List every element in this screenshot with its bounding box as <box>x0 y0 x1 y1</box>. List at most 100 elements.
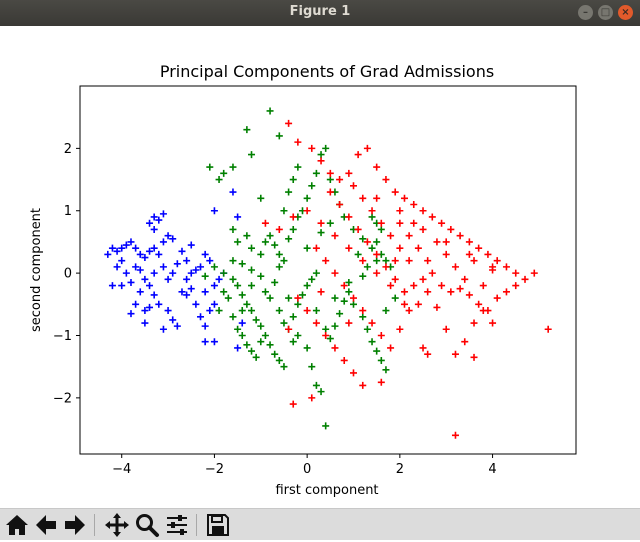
data-point <box>159 325 167 333</box>
data-point <box>183 275 191 283</box>
data-point <box>113 263 121 271</box>
close-button[interactable]: × <box>618 5 633 20</box>
data-point <box>308 363 316 371</box>
back-button[interactable] <box>33 512 59 538</box>
minimize-icon: – <box>583 7 588 18</box>
data-point <box>271 278 279 286</box>
data-point <box>317 388 325 396</box>
data-point <box>201 250 209 258</box>
save-button[interactable] <box>205 512 231 538</box>
axis-ticks: −4 −2 0 2 4 −2 −1 0 1 2 <box>53 142 497 477</box>
data-point <box>248 307 256 315</box>
data-point <box>373 238 381 246</box>
data-point <box>113 247 121 255</box>
data-point <box>373 347 381 355</box>
data-point <box>108 244 116 252</box>
data-point <box>400 194 408 202</box>
data-point <box>169 269 177 277</box>
data-point <box>136 266 144 274</box>
data-point <box>261 238 269 246</box>
figure-canvas[interactable]: Principal Components of Grad Admissions … <box>0 26 640 508</box>
data-point <box>169 316 177 324</box>
data-point <box>317 151 325 159</box>
zoom-icon <box>136 514 159 537</box>
x-tick-label: −2 <box>205 462 224 477</box>
data-point <box>159 210 167 218</box>
data-point <box>475 300 483 308</box>
data-point <box>340 356 348 364</box>
data-point <box>289 400 297 408</box>
y-tick-label: −2 <box>53 391 72 406</box>
data-point <box>275 132 283 140</box>
data-point <box>442 238 450 246</box>
data-point <box>155 250 163 258</box>
data-point <box>470 353 478 361</box>
data-point <box>336 176 344 184</box>
data-point <box>146 247 154 255</box>
forward-button[interactable] <box>62 512 88 538</box>
data-point <box>173 260 181 268</box>
data-point <box>312 169 320 177</box>
data-point <box>303 194 311 202</box>
data-point <box>289 213 297 221</box>
y-tick-label: 2 <box>64 142 72 157</box>
matplotlib-toolbar <box>0 508 640 540</box>
data-point <box>299 291 307 299</box>
data-point <box>479 282 487 290</box>
data-point <box>229 257 237 265</box>
data-point <box>345 288 353 296</box>
data-point <box>294 300 302 308</box>
data-point <box>127 278 135 286</box>
data-point <box>326 219 334 227</box>
configure-subplots-button[interactable] <box>164 512 190 538</box>
home-button[interactable] <box>4 512 30 538</box>
data-point <box>345 244 353 252</box>
data-point <box>326 335 334 343</box>
data-point <box>349 182 357 190</box>
data-point <box>405 257 413 265</box>
data-point <box>178 288 186 296</box>
data-point <box>197 263 205 271</box>
data-point <box>340 297 348 305</box>
data-point <box>391 257 399 265</box>
data-point <box>201 338 209 346</box>
data-point <box>308 275 316 283</box>
zoom-button[interactable] <box>134 512 160 538</box>
data-point <box>159 238 167 246</box>
data-point <box>331 232 339 240</box>
data-point <box>377 356 385 364</box>
data-point <box>317 219 325 227</box>
data-point <box>359 272 367 280</box>
data-point <box>206 307 214 315</box>
maximize-icon: □ <box>600 7 611 18</box>
sliders-icon <box>167 515 187 535</box>
data-point <box>363 144 371 152</box>
data-point <box>257 322 265 330</box>
data-point <box>285 119 293 127</box>
data-point <box>234 325 242 333</box>
data-point <box>257 194 265 202</box>
x-tick-label: 4 <box>488 462 496 477</box>
data-point <box>354 250 362 258</box>
data-point <box>210 282 218 290</box>
data-point <box>387 282 395 290</box>
data-point <box>220 169 228 177</box>
data-point <box>280 257 288 265</box>
data-point <box>210 207 218 215</box>
pan-button[interactable] <box>104 512 130 538</box>
data-point <box>150 244 158 252</box>
maximize-button[interactable]: □ <box>598 5 613 20</box>
data-point <box>280 319 288 327</box>
data-point <box>141 254 149 262</box>
data-point <box>359 381 367 389</box>
data-point <box>424 257 432 265</box>
data-point <box>178 247 186 255</box>
data-point <box>234 238 242 246</box>
data-point <box>489 319 497 327</box>
data-point <box>303 344 311 352</box>
data-point <box>479 307 487 315</box>
minimize-button[interactable]: – <box>578 5 593 20</box>
data-point <box>136 288 144 296</box>
data-point <box>442 325 450 333</box>
data-point <box>201 322 209 330</box>
